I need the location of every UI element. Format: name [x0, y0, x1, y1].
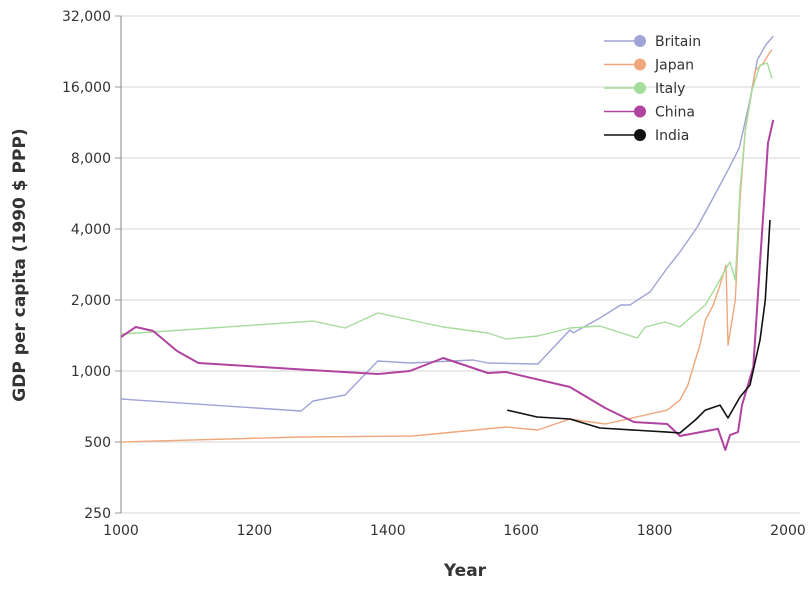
y-tick-label: 4,000: [71, 222, 111, 238]
x-tick-label: 1600: [503, 523, 539, 539]
y-tick-label: 500: [84, 435, 111, 451]
series-line-india: [507, 219, 771, 434]
x-tick-label: 1400: [370, 523, 406, 539]
legend-marker-japan: [634, 58, 646, 71]
legend-label: Britain: [655, 34, 701, 50]
x-tick-label: 1800: [637, 523, 673, 539]
y-tick-label: 250: [84, 506, 111, 522]
x-tick-label: 1000: [103, 523, 139, 539]
legend-label: India: [655, 128, 689, 144]
y-tick-label: 16,000: [62, 80, 111, 96]
x-tick-label: 1200: [237, 523, 273, 539]
legend-label: Japan: [654, 58, 694, 74]
legend-marker-britain: [634, 35, 646, 47]
y-tick-label: 8,000: [71, 151, 111, 167]
series-line-britain: [120, 35, 774, 412]
legend-marker-italy: [634, 82, 646, 94]
series-line-china: [120, 119, 775, 451]
y-axis-label: GDP per capita (1990 $ PPP): [10, 128, 30, 401]
x-axis-label: Year: [443, 561, 487, 581]
legend-marker-china: [634, 105, 646, 118]
legend-label: China: [655, 105, 695, 121]
legend-label: Italy: [655, 81, 685, 97]
x-tick-label: 2000: [770, 523, 806, 539]
series-line-italy: [120, 62, 773, 340]
y-tick-label: 1,000: [71, 364, 111, 380]
legend-marker-india: [634, 129, 646, 141]
y-tick-label: 2,000: [71, 293, 111, 309]
y-tick-label: 32,000: [62, 9, 111, 25]
